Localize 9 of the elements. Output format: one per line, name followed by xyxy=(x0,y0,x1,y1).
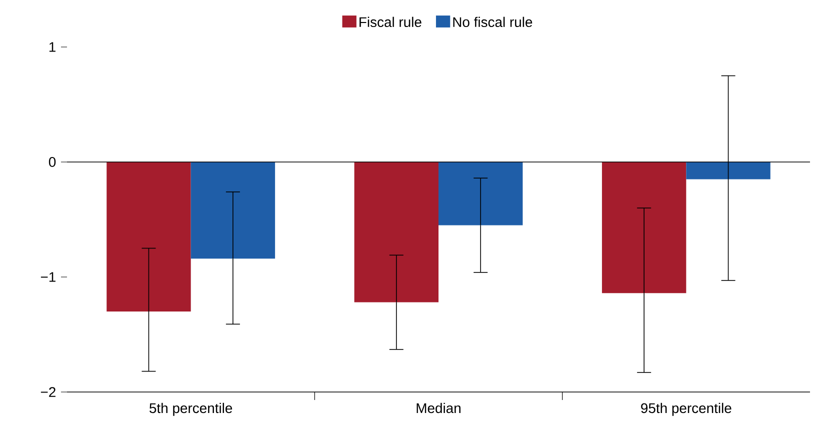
y-tick-label: 0 xyxy=(48,157,56,167)
x-tick-label: 95th percentile xyxy=(641,402,732,416)
y-tick-label: −1 xyxy=(40,272,56,282)
legend-label: No fiscal rule xyxy=(453,16,532,28)
y-tick-label: 1 xyxy=(49,42,56,52)
x-tick-label: Median xyxy=(416,402,460,414)
y-tick-label: −2 xyxy=(40,387,56,397)
x-tick-label: 5th percentile xyxy=(150,402,232,416)
legend-label: Fiscal rule xyxy=(360,16,422,28)
